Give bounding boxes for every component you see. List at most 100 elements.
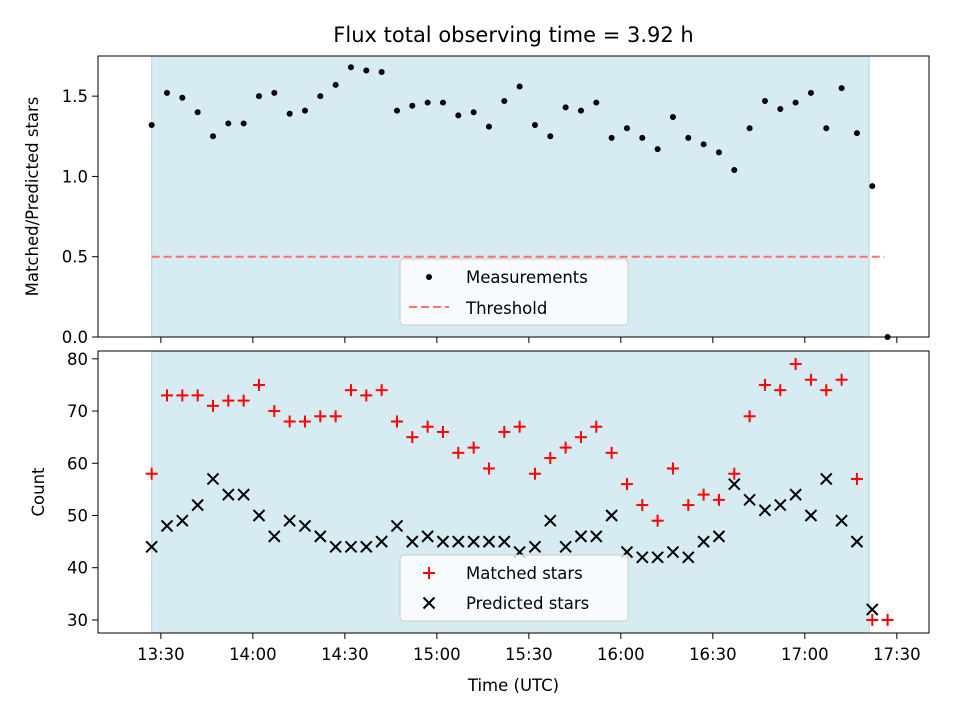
matched-star-point	[835, 373, 848, 386]
matched-star-point	[268, 405, 281, 418]
bottom-y-ticks: 30 40 50 60 70 80	[67, 350, 98, 630]
measurement-point	[225, 120, 232, 127]
predicted-star-point	[498, 535, 511, 548]
predicted-star-point	[145, 540, 158, 554]
predicted-star-point	[406, 535, 419, 548]
predicted-star-point	[789, 488, 802, 501]
predicted-star-point	[452, 535, 465, 548]
x-tick-label: 17:00	[781, 645, 829, 664]
top-y-tick-label: 1.0	[62, 167, 88, 186]
bottom-axes: 30 40 50 60 70 80 13:30 14:00 14:30 15:00 15:30 16…	[29, 350, 930, 695]
measurement-point	[501, 97, 508, 104]
predicted-star-point	[559, 540, 572, 554]
measurement-point	[455, 112, 462, 119]
measurement-point	[163, 89, 170, 96]
predicted-star-point	[528, 540, 542, 554]
measurement-point	[470, 109, 477, 116]
predicted-star-point	[222, 488, 235, 501]
matched-star-point	[160, 389, 173, 402]
predicted-star-point	[298, 519, 312, 533]
predicted-star-point	[360, 540, 373, 554]
legend-measurements-marker	[426, 274, 432, 280]
matched-star-point	[636, 499, 649, 512]
predicted-star-point	[176, 514, 189, 527]
predicted-star-point	[544, 514, 557, 527]
matched-star-point	[145, 467, 158, 480]
matched-star-point	[467, 441, 480, 454]
predicted-star-point	[605, 509, 618, 522]
matched-star-point	[314, 410, 327, 423]
matched-star-point	[728, 467, 741, 480]
predicted-star-point	[804, 509, 818, 522]
legend-cross	[422, 596, 436, 610]
measurement-point	[317, 93, 324, 100]
measurement-point	[608, 134, 615, 141]
top-y-axis-label: Matched/Predicted stars	[23, 97, 42, 297]
bottom-axes-frame	[97, 350, 930, 634]
predicted-stars-points	[145, 472, 879, 616]
matched-star-point	[651, 514, 664, 527]
predicted-star-point	[866, 603, 879, 616]
predicted-star-point	[344, 540, 358, 554]
matched-star-point	[513, 420, 526, 433]
measurement-point	[792, 99, 799, 106]
measurement-point	[531, 122, 538, 129]
legend-matched-marker	[423, 567, 435, 579]
predicted-star-point	[467, 535, 480, 548]
measurement-point	[761, 97, 768, 104]
top-axes: 0.0 0.5 1.0 1.5 Matched/Predicted stars Mea…	[23, 55, 930, 347]
measurement-point	[439, 99, 446, 106]
measurement-point	[332, 81, 339, 88]
predicted-star-point	[375, 535, 388, 548]
measurement-point	[685, 134, 692, 141]
matched-star-point	[605, 446, 618, 459]
measurement-point	[393, 107, 400, 114]
bottom-y-tick-label: 80	[67, 350, 88, 369]
bottom-x-ticks: 13:30 14:00 14:30 15:00 15:30 16:00 16:30 17:00…	[137, 633, 921, 664]
predicted-star-point	[421, 530, 434, 543]
top-legend-box	[399, 258, 629, 326]
matched-star-point	[452, 446, 465, 459]
measurement-point	[838, 85, 845, 92]
predicted-star-point	[436, 535, 450, 548]
top-y-tick-label: 0.5	[62, 248, 88, 267]
measurement-point	[271, 89, 278, 96]
matched-star-point	[176, 389, 189, 402]
matched-star-point	[283, 415, 296, 428]
legend-plus	[423, 567, 435, 579]
measurement-point	[669, 114, 676, 121]
matched-star-point	[191, 389, 204, 402]
matched-star-point	[436, 425, 449, 438]
measurement-point	[715, 149, 722, 156]
x-tick-label: 17:30	[873, 645, 921, 664]
predicted-star-point	[636, 551, 649, 564]
measurement-point	[654, 146, 661, 153]
matched-star-point	[344, 384, 357, 397]
measurement-point	[746, 125, 753, 132]
predicted-star-point	[574, 530, 588, 543]
measurement-point	[148, 122, 155, 129]
predicted-star-point	[758, 504, 772, 517]
bottom-y-tick-label: 70	[67, 402, 88, 421]
predicted-star-point	[314, 530, 327, 543]
legend-measurements-label: Measurements	[466, 268, 588, 287]
matched-star-point	[252, 378, 265, 391]
matched-star-point	[881, 613, 894, 626]
matched-star-point	[758, 378, 771, 391]
matched-star-point	[850, 472, 863, 485]
measurement-point	[823, 125, 830, 132]
measurement-point	[194, 109, 201, 116]
measurement-point	[485, 123, 492, 130]
x-tick-label: 13:30	[137, 645, 185, 664]
bottom-y-tick-label: 60	[67, 454, 88, 473]
x-tick-label: 14:30	[321, 645, 369, 664]
bottom-y-tick-label: 30	[67, 611, 88, 630]
predicted-star-point	[666, 545, 680, 559]
predicted-star-point	[237, 488, 250, 501]
measurement-point	[853, 130, 860, 137]
measurement-point	[547, 133, 554, 140]
measurement-point	[562, 104, 569, 111]
matched-star-point	[820, 384, 833, 397]
matched-star-point	[329, 410, 342, 423]
predicted-star-point	[835, 514, 848, 527]
